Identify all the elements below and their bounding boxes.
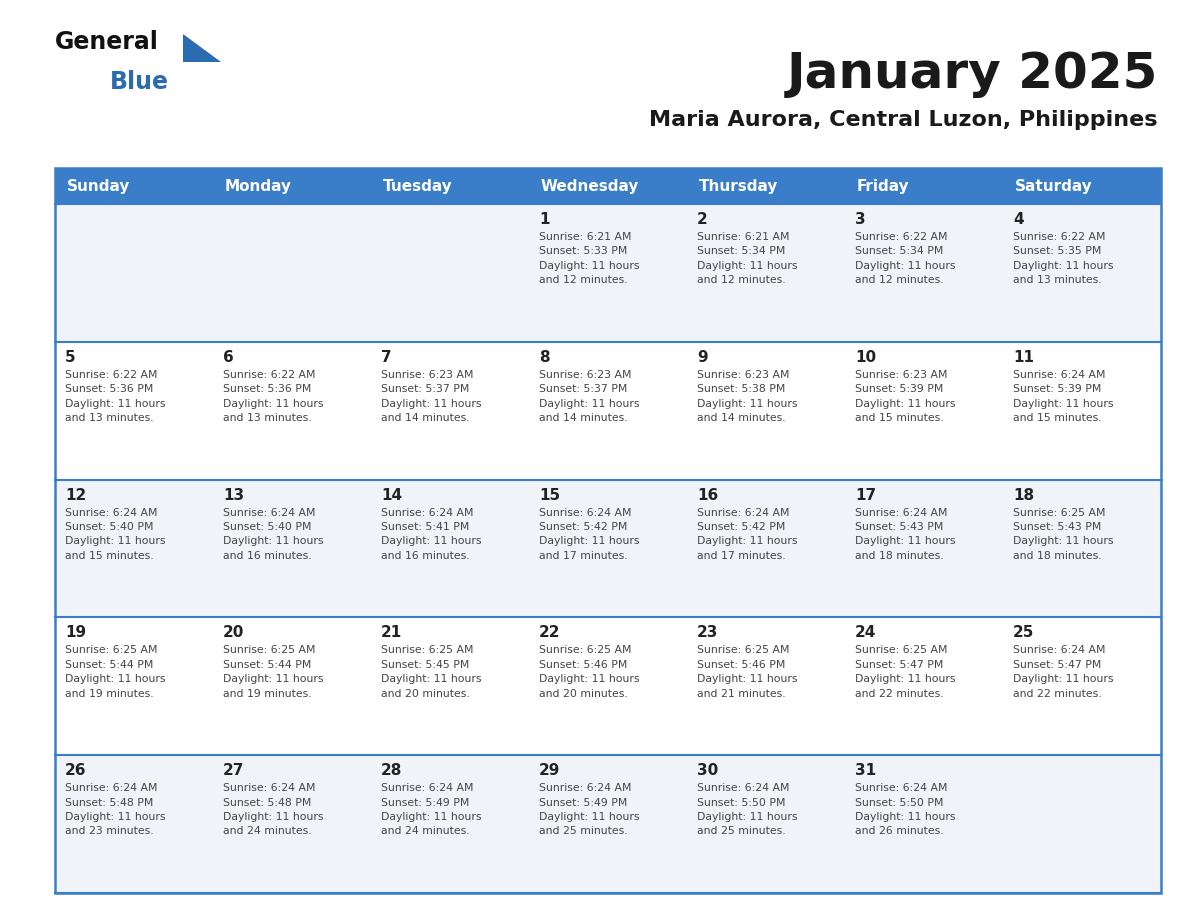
Text: Sunrise: 6:25 AM
Sunset: 5:44 PM
Daylight: 11 hours
and 19 minutes.: Sunrise: 6:25 AM Sunset: 5:44 PM Dayligh… (223, 645, 323, 699)
Text: Sunrise: 6:25 AM
Sunset: 5:46 PM
Daylight: 11 hours
and 20 minutes.: Sunrise: 6:25 AM Sunset: 5:46 PM Dayligh… (539, 645, 639, 699)
Bar (55, 204, 1161, 341)
Text: Tuesday: Tuesday (383, 178, 453, 194)
Text: 30: 30 (697, 763, 719, 778)
Text: 21: 21 (381, 625, 403, 641)
Text: Sunrise: 6:25 AM
Sunset: 5:43 PM
Daylight: 11 hours
and 18 minutes.: Sunrise: 6:25 AM Sunset: 5:43 PM Dayligh… (1013, 508, 1113, 561)
Text: Sunrise: 6:24 AM
Sunset: 5:41 PM
Daylight: 11 hours
and 16 minutes.: Sunrise: 6:24 AM Sunset: 5:41 PM Dayligh… (381, 508, 481, 561)
Text: 4: 4 (1013, 212, 1024, 227)
Text: 19: 19 (65, 625, 86, 641)
Bar (55, 479, 1161, 618)
Text: Sunrise: 6:24 AM
Sunset: 5:48 PM
Daylight: 11 hours
and 24 minutes.: Sunrise: 6:24 AM Sunset: 5:48 PM Dayligh… (223, 783, 323, 836)
Text: Blue: Blue (110, 70, 169, 94)
Text: Sunrise: 6:24 AM
Sunset: 5:39 PM
Daylight: 11 hours
and 15 minutes.: Sunrise: 6:24 AM Sunset: 5:39 PM Dayligh… (1013, 370, 1113, 423)
Text: Sunrise: 6:22 AM
Sunset: 5:35 PM
Daylight: 11 hours
and 13 minutes.: Sunrise: 6:22 AM Sunset: 5:35 PM Dayligh… (1013, 232, 1113, 285)
Text: Sunday: Sunday (67, 178, 131, 194)
Bar (55, 618, 1161, 756)
Text: Sunrise: 6:24 AM
Sunset: 5:40 PM
Daylight: 11 hours
and 16 minutes.: Sunrise: 6:24 AM Sunset: 5:40 PM Dayligh… (223, 508, 323, 561)
Text: 3: 3 (855, 212, 866, 227)
Text: Sunrise: 6:24 AM
Sunset: 5:43 PM
Daylight: 11 hours
and 18 minutes.: Sunrise: 6:24 AM Sunset: 5:43 PM Dayligh… (855, 508, 955, 561)
Text: 22: 22 (539, 625, 561, 641)
Text: 24: 24 (855, 625, 877, 641)
Text: 10: 10 (855, 350, 876, 364)
Text: Sunrise: 6:24 AM
Sunset: 5:42 PM
Daylight: 11 hours
and 17 minutes.: Sunrise: 6:24 AM Sunset: 5:42 PM Dayligh… (697, 508, 797, 561)
Text: 2: 2 (697, 212, 708, 227)
Text: 9: 9 (697, 350, 708, 364)
Text: Sunrise: 6:24 AM
Sunset: 5:49 PM
Daylight: 11 hours
and 25 minutes.: Sunrise: 6:24 AM Sunset: 5:49 PM Dayligh… (539, 783, 639, 836)
Text: 16: 16 (697, 487, 719, 502)
Bar (55, 341, 1161, 479)
Text: 26: 26 (65, 763, 87, 778)
Text: Maria Aurora, Central Luzon, Philippines: Maria Aurora, Central Luzon, Philippines (650, 110, 1158, 130)
Text: Sunrise: 6:21 AM
Sunset: 5:33 PM
Daylight: 11 hours
and 12 minutes.: Sunrise: 6:21 AM Sunset: 5:33 PM Dayligh… (539, 232, 639, 285)
Text: Sunrise: 6:23 AM
Sunset: 5:38 PM
Daylight: 11 hours
and 14 minutes.: Sunrise: 6:23 AM Sunset: 5:38 PM Dayligh… (697, 370, 797, 423)
Text: Sunrise: 6:23 AM
Sunset: 5:37 PM
Daylight: 11 hours
and 14 minutes.: Sunrise: 6:23 AM Sunset: 5:37 PM Dayligh… (539, 370, 639, 423)
Text: 15: 15 (539, 487, 560, 502)
Text: Sunrise: 6:25 AM
Sunset: 5:47 PM
Daylight: 11 hours
and 22 minutes.: Sunrise: 6:25 AM Sunset: 5:47 PM Dayligh… (855, 645, 955, 699)
Text: 5: 5 (65, 350, 76, 364)
Text: General: General (55, 30, 159, 54)
Text: 27: 27 (223, 763, 245, 778)
Text: Wednesday: Wednesday (541, 178, 639, 194)
Text: 23: 23 (697, 625, 719, 641)
Text: Sunrise: 6:24 AM
Sunset: 5:50 PM
Daylight: 11 hours
and 26 minutes.: Sunrise: 6:24 AM Sunset: 5:50 PM Dayligh… (855, 783, 955, 836)
Text: Sunrise: 6:22 AM
Sunset: 5:36 PM
Daylight: 11 hours
and 13 minutes.: Sunrise: 6:22 AM Sunset: 5:36 PM Dayligh… (223, 370, 323, 423)
Text: Sunrise: 6:24 AM
Sunset: 5:42 PM
Daylight: 11 hours
and 17 minutes.: Sunrise: 6:24 AM Sunset: 5:42 PM Dayligh… (539, 508, 639, 561)
Text: Monday: Monday (225, 178, 292, 194)
Text: Thursday: Thursday (699, 178, 778, 194)
Text: 14: 14 (381, 487, 402, 502)
Text: 20: 20 (223, 625, 245, 641)
Text: Sunrise: 6:25 AM
Sunset: 5:45 PM
Daylight: 11 hours
and 20 minutes.: Sunrise: 6:25 AM Sunset: 5:45 PM Dayligh… (381, 645, 481, 699)
Text: Sunrise: 6:24 AM
Sunset: 5:48 PM
Daylight: 11 hours
and 23 minutes.: Sunrise: 6:24 AM Sunset: 5:48 PM Dayligh… (65, 783, 165, 836)
Text: 25: 25 (1013, 625, 1035, 641)
Text: Sunrise: 6:24 AM
Sunset: 5:49 PM
Daylight: 11 hours
and 24 minutes.: Sunrise: 6:24 AM Sunset: 5:49 PM Dayligh… (381, 783, 481, 836)
Text: Sunrise: 6:22 AM
Sunset: 5:36 PM
Daylight: 11 hours
and 13 minutes.: Sunrise: 6:22 AM Sunset: 5:36 PM Dayligh… (65, 370, 165, 423)
Text: 17: 17 (855, 487, 876, 502)
Text: Sunrise: 6:23 AM
Sunset: 5:39 PM
Daylight: 11 hours
and 15 minutes.: Sunrise: 6:23 AM Sunset: 5:39 PM Dayligh… (855, 370, 955, 423)
Polygon shape (183, 34, 221, 62)
Text: Sunrise: 6:24 AM
Sunset: 5:40 PM
Daylight: 11 hours
and 15 minutes.: Sunrise: 6:24 AM Sunset: 5:40 PM Dayligh… (65, 508, 165, 561)
Text: 29: 29 (539, 763, 561, 778)
Text: Sunrise: 6:24 AM
Sunset: 5:47 PM
Daylight: 11 hours
and 22 minutes.: Sunrise: 6:24 AM Sunset: 5:47 PM Dayligh… (1013, 645, 1113, 699)
Text: 12: 12 (65, 487, 87, 502)
Text: Sunrise: 6:21 AM
Sunset: 5:34 PM
Daylight: 11 hours
and 12 minutes.: Sunrise: 6:21 AM Sunset: 5:34 PM Dayligh… (697, 232, 797, 285)
Text: 8: 8 (539, 350, 550, 364)
Text: 1: 1 (539, 212, 550, 227)
Bar (55, 168, 1161, 204)
Text: Saturday: Saturday (1015, 178, 1093, 194)
Bar (55, 756, 1161, 893)
Text: Friday: Friday (857, 178, 910, 194)
Text: 6: 6 (223, 350, 234, 364)
Text: January 2025: January 2025 (786, 50, 1158, 98)
Text: Sunrise: 6:25 AM
Sunset: 5:46 PM
Daylight: 11 hours
and 21 minutes.: Sunrise: 6:25 AM Sunset: 5:46 PM Dayligh… (697, 645, 797, 699)
Bar (55, 168, 1161, 893)
Text: Sunrise: 6:25 AM
Sunset: 5:44 PM
Daylight: 11 hours
and 19 minutes.: Sunrise: 6:25 AM Sunset: 5:44 PM Dayligh… (65, 645, 165, 699)
Text: 13: 13 (223, 487, 244, 502)
Text: 28: 28 (381, 763, 403, 778)
Text: 31: 31 (855, 763, 876, 778)
Text: 11: 11 (1013, 350, 1034, 364)
Text: 18: 18 (1013, 487, 1034, 502)
Text: Sunrise: 6:24 AM
Sunset: 5:50 PM
Daylight: 11 hours
and 25 minutes.: Sunrise: 6:24 AM Sunset: 5:50 PM Dayligh… (697, 783, 797, 836)
Text: 7: 7 (381, 350, 392, 364)
Text: Sunrise: 6:23 AM
Sunset: 5:37 PM
Daylight: 11 hours
and 14 minutes.: Sunrise: 6:23 AM Sunset: 5:37 PM Dayligh… (381, 370, 481, 423)
Text: Sunrise: 6:22 AM
Sunset: 5:34 PM
Daylight: 11 hours
and 12 minutes.: Sunrise: 6:22 AM Sunset: 5:34 PM Dayligh… (855, 232, 955, 285)
